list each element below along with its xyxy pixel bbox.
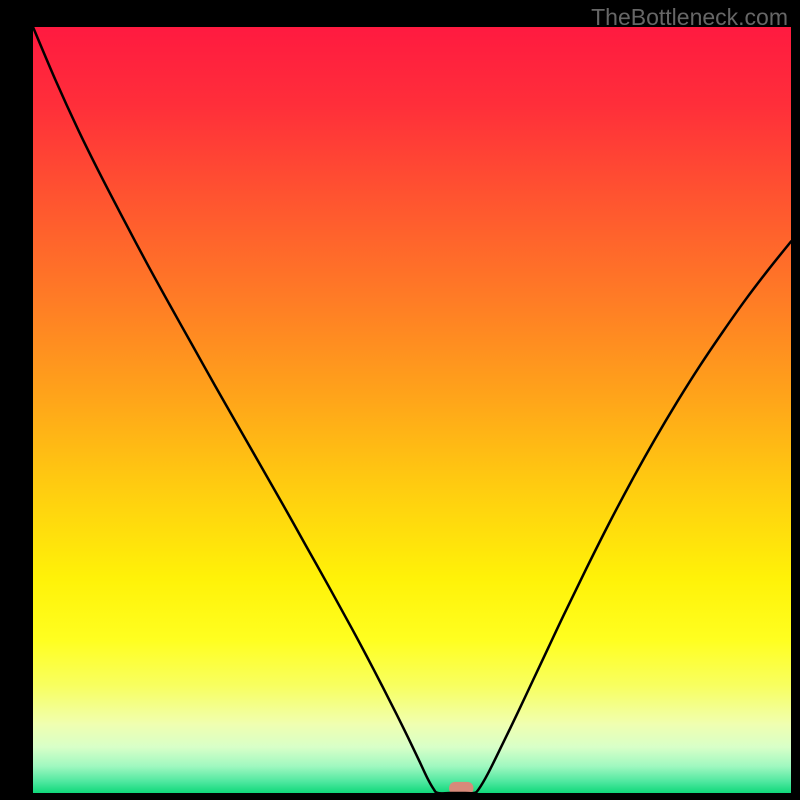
chart-canvas: TheBottleneck.com: [0, 0, 800, 800]
plot-background: [33, 27, 791, 793]
optimal-marker: [449, 782, 473, 793]
plot-area: [33, 27, 791, 793]
plot-svg: [33, 27, 791, 793]
